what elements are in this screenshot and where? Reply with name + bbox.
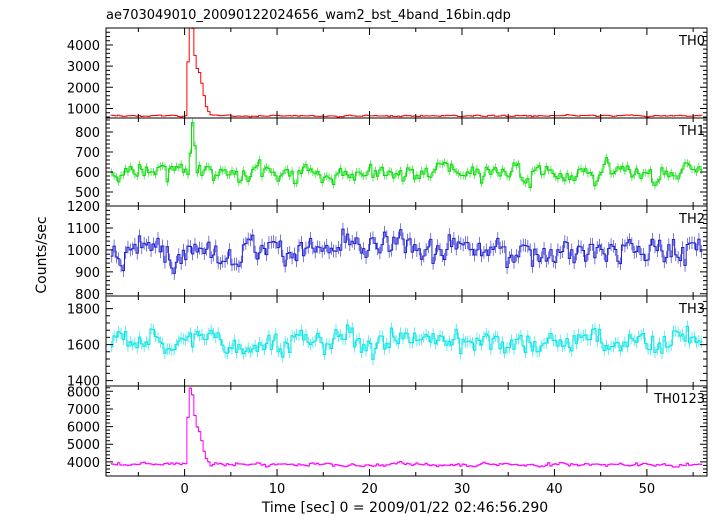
y-axis-label: Counts/sec [34,216,50,293]
panel-frame [105,27,708,119]
x-tick-label: 20 [361,482,378,497]
y-tick-label: 500 [75,186,100,201]
y-tick-label: 4000 [67,39,100,54]
y-tick-label: 7000 [67,403,100,418]
x-ticks [137,296,694,386]
panel-name-th0: TH0 [678,34,705,49]
x-tick-label: 30 [454,482,471,497]
panel-name-th1: TH1 [678,124,705,139]
panel-th0123: 4000 5000 6000 7000 8000 TH0123 [67,385,708,477]
panel-name-th0123: TH0123 [653,392,705,407]
x-axis: 0 10 20 30 40 50 [180,482,655,497]
x-axis-label: Time [sec] 0 = 2009/01/22 02:46:56.290 [261,500,548,516]
y-tick-label: 5000 [67,438,100,453]
x-ticks [137,386,694,476]
y-tick-label: 3000 [67,60,100,75]
y-tick-label: 1100 [67,222,100,237]
panel-th2: 800 900 1000 1100 1200 TH2 [67,200,708,303]
x-tick-label: 10 [269,482,286,497]
y-tick-label: 4000 [67,456,100,471]
panel-name-th3: TH3 [678,302,705,317]
y-ticks [106,387,707,477]
y-tick-label: 800 [75,126,100,141]
panel-frame [105,385,708,477]
y-ticks [106,119,707,205]
series-line-th2 [110,228,703,274]
panel-stack: 1000 2000 3000 4000 TH0 500 600 700 800 TH1 800 900… [67,27,708,477]
y-tick-label: 1200 [67,200,100,215]
y-tick-label: 600 [75,166,100,181]
x-ticks [137,118,694,206]
series-line-th3 [110,324,703,360]
y-tick-label: 6000 [67,421,100,436]
y-tick-label: 1000 [67,244,100,259]
panel-name-th2: TH2 [678,212,705,227]
y-tick-label: 900 [75,266,100,281]
y-ticks [106,300,707,382]
error-bars-th3 [111,319,702,366]
x-tick-label: 40 [546,482,563,497]
y-tick-label: 2000 [67,81,100,96]
y-tick-label: 1400 [67,375,100,390]
y-tick-label: 1600 [67,339,100,354]
panel-th3: 1400 1600 1800 TH3 [67,295,708,390]
x-ticks [137,28,694,118]
x-ticks [137,206,694,296]
series-line-th0123 [110,387,703,468]
y-tick-label: 1000 [67,102,100,117]
panel-frame [105,295,708,387]
x-tick-label: 0 [180,482,188,497]
y-ticks [106,205,707,295]
panel-th0: 1000 2000 3000 4000 TH0 [67,27,708,119]
y-tick-label: 700 [75,146,100,161]
y-tick-label: 8000 [67,385,100,400]
error-bars-th1 [111,118,702,192]
x-tick-label: 50 [639,482,656,497]
chart-title: ae703049010_20090122024656_wam2_bst_4ban… [106,8,511,23]
panel-th1: 500 600 700 800 TH1 [75,117,708,207]
y-tick-label: 800 [75,288,100,303]
y-tick-label: 1800 [67,303,100,318]
y-ticks [106,27,707,118]
error-bars-th0123 [111,387,702,468]
series-line-th0 [110,28,703,118]
series-line-th1 [110,122,703,189]
